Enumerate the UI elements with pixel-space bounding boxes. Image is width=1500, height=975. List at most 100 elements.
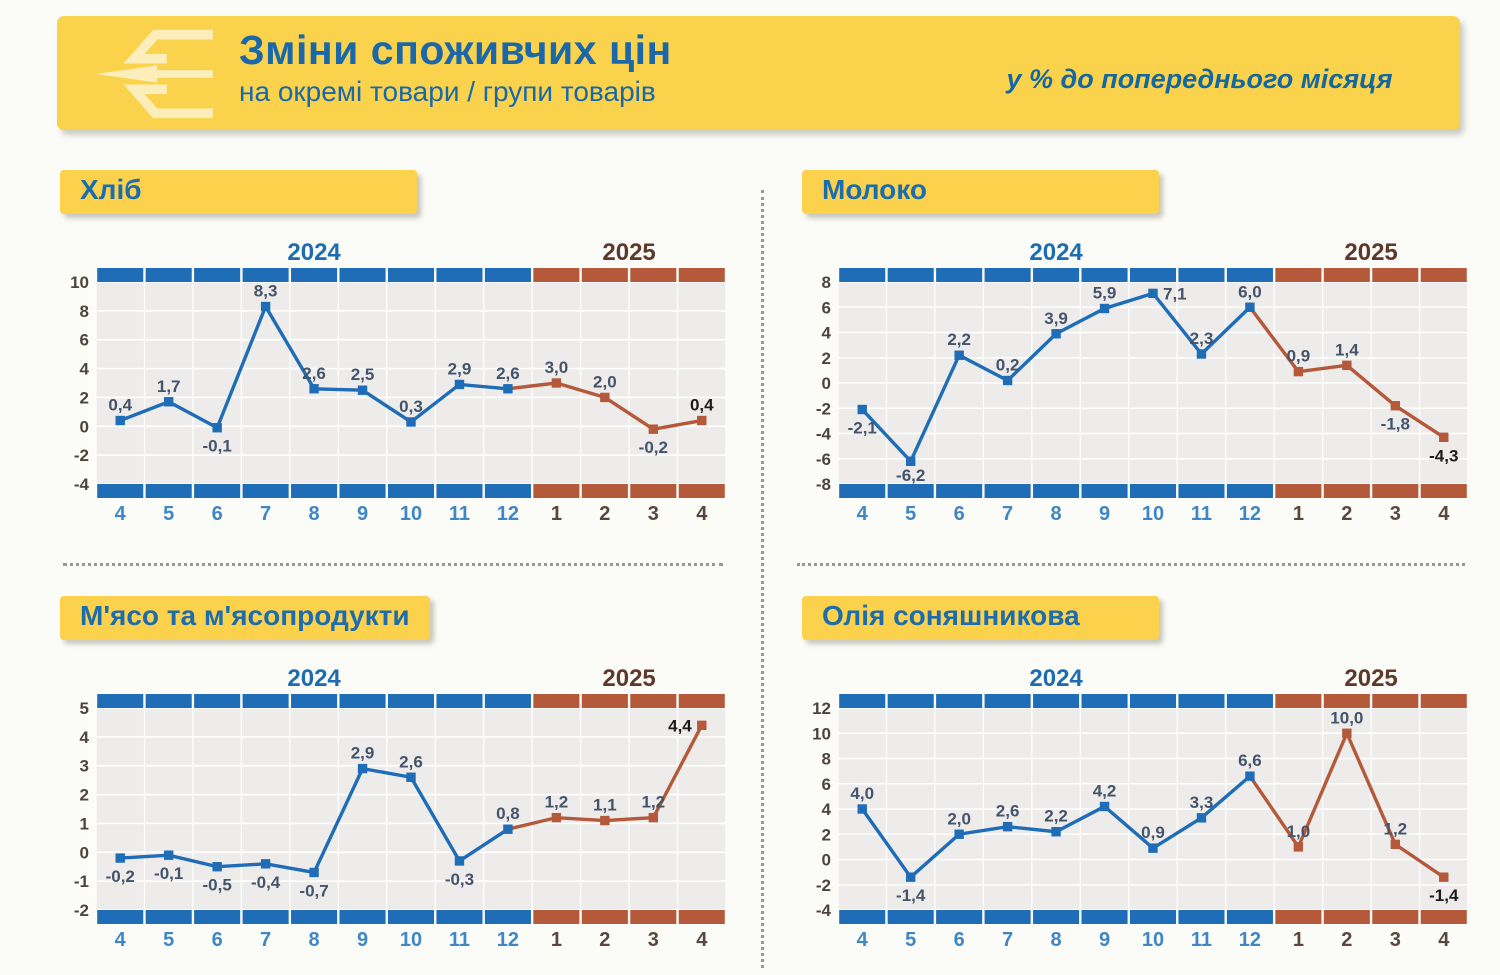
data-labels: 0,4 1,7 -0,1 8,3 2,6 2,5 0,3 2,9 2,6 3,0 2,0 -0,2 0,…	[108, 282, 714, 458]
chart-title-box: Хліб	[60, 170, 417, 214]
svg-text:1,2: 1,2	[545, 793, 569, 812]
svg-text:-1,4: -1,4	[1429, 886, 1459, 905]
top-strip	[839, 694, 1467, 708]
x-axis-labels: 4 5 6 7 8 9 10 11 12 1 2 3 4	[115, 503, 709, 525]
unit-note: у % до попереднього місяця	[1006, 64, 1393, 94]
chart-title-box: Олія соняшникова	[802, 596, 1159, 640]
year-labels: 2024 2025	[287, 665, 655, 692]
svg-text:10: 10	[1142, 929, 1164, 951]
svg-text:-0,2: -0,2	[106, 867, 135, 886]
plot-area	[96, 708, 726, 910]
svg-text:12: 12	[497, 929, 519, 951]
svg-text:-2: -2	[816, 399, 831, 418]
svg-text:8: 8	[1051, 929, 1062, 951]
svg-text:-2,1: -2,1	[848, 419, 877, 438]
svg-text:6: 6	[212, 503, 223, 525]
bottom-strip	[97, 910, 725, 924]
svg-text:0,4: 0,4	[108, 396, 132, 415]
chart-title: Молоко	[822, 174, 927, 205]
svg-text:4,2: 4,2	[1093, 781, 1117, 800]
chart-title: Хліб	[80, 174, 142, 205]
svg-text:2: 2	[822, 825, 831, 844]
svg-text:7: 7	[1002, 503, 1013, 525]
svg-text:-6: -6	[816, 450, 831, 469]
svg-text:2: 2	[599, 929, 610, 951]
svg-text:-1,8: -1,8	[1381, 415, 1410, 434]
svg-text:4: 4	[80, 360, 90, 379]
svg-text:6: 6	[954, 503, 965, 525]
svg-text:1: 1	[1293, 503, 1304, 525]
data-markers	[115, 301, 707, 434]
svg-text:8: 8	[822, 750, 831, 769]
svg-text:7: 7	[260, 929, 271, 951]
chart-title: Олія соняшникова	[822, 600, 1080, 631]
chart-bread: Хліб 2024 2025 10 8 6 4 2 0 -2 -4 0,4 1,7 -0,1 8,3 2,6…	[60, 170, 730, 537]
svg-text:0,3: 0,3	[399, 397, 423, 416]
svg-text:0,9: 0,9	[1141, 823, 1165, 842]
svg-text:1,1: 1,1	[593, 796, 617, 815]
svg-text:8: 8	[309, 929, 320, 951]
svg-text:0,8: 0,8	[496, 804, 520, 823]
vertical-divider	[761, 190, 764, 968]
svg-text:2,9: 2,9	[351, 744, 375, 763]
page-subtitle: на окремі товари / групи товарів	[239, 76, 656, 108]
svg-text:2,6: 2,6	[996, 802, 1020, 821]
top-strip	[839, 268, 1467, 282]
svg-text:0: 0	[80, 843, 89, 862]
y-axis-labels: 5 4 3 2 1 0 -1 -2	[74, 699, 90, 920]
svg-text:2024: 2024	[1029, 665, 1083, 692]
chart-title-box: М'ясо та м'ясопродукти	[60, 596, 430, 640]
x-axis-labels: 4 5 6 7 8 9 10 11 12 1 2 3 4	[857, 503, 1451, 525]
bottom-strip	[839, 910, 1467, 924]
svg-text:2025: 2025	[602, 239, 655, 266]
horizontal-divider-left	[63, 563, 723, 566]
svg-text:3: 3	[648, 503, 659, 525]
svg-text:2: 2	[599, 503, 610, 525]
ukrstat-logo-icon	[95, 29, 213, 119]
svg-text:5: 5	[163, 503, 174, 525]
svg-text:4: 4	[857, 503, 869, 525]
svg-text:2024: 2024	[287, 239, 341, 266]
svg-text:-0,1: -0,1	[154, 864, 183, 883]
svg-text:12: 12	[1239, 929, 1261, 951]
svg-text:11: 11	[1191, 503, 1212, 525]
svg-text:2: 2	[822, 349, 831, 368]
svg-text:4: 4	[857, 929, 869, 951]
svg-text:2: 2	[1341, 503, 1352, 525]
svg-text:-6,2: -6,2	[896, 466, 925, 485]
svg-text:4: 4	[115, 503, 127, 525]
svg-text:8: 8	[80, 302, 89, 321]
chart-canvas: 2024 2025 12 10 8 6 4 2 0 -2 -4 4,0 -1,4 2,0 2,6 2,2 4,2…	[802, 664, 1472, 963]
svg-text:6: 6	[822, 298, 831, 317]
svg-text:11: 11	[1191, 929, 1212, 951]
svg-text:5,9: 5,9	[1093, 284, 1117, 303]
x-axis-labels: 4 5 6 7 8 9 10 11 12 1 2 3 4	[115, 929, 709, 951]
header-titles: Зміни споживчих цін на окремі товари / г…	[239, 26, 672, 109]
svg-text:6: 6	[212, 929, 223, 951]
svg-text:1,4: 1,4	[1335, 340, 1359, 359]
year-labels: 2024 2025	[1029, 239, 1397, 266]
svg-text:2025: 2025	[1344, 665, 1397, 692]
data-labels: -0,2 -0,1 -0,5 -0,4 -0,7 2,9 2,6 -0,3 0,8 1,2 1,1 1…	[106, 716, 693, 900]
svg-text:0,9: 0,9	[1287, 347, 1311, 366]
svg-text:1,2: 1,2	[641, 793, 665, 812]
data-markers	[115, 720, 707, 878]
svg-text:3: 3	[80, 757, 89, 776]
svg-text:4,0: 4,0	[850, 784, 874, 803]
svg-text:3: 3	[1390, 929, 1401, 951]
svg-text:1,2: 1,2	[1383, 819, 1407, 838]
svg-text:9: 9	[1099, 929, 1110, 951]
svg-text:2,3: 2,3	[1190, 329, 1214, 348]
svg-text:0: 0	[80, 417, 89, 436]
svg-text:2,2: 2,2	[1044, 807, 1068, 826]
chart-meat: М'ясо та м'ясопродукти 2024 2025 5 4 3 2 1 0 -1-…	[60, 596, 730, 963]
svg-text:9: 9	[1099, 503, 1110, 525]
svg-text:10: 10	[400, 503, 422, 525]
svg-text:8: 8	[822, 273, 831, 292]
year-labels: 2024 2025	[287, 239, 655, 266]
svg-text:4: 4	[696, 503, 708, 525]
svg-text:-4: -4	[74, 475, 90, 494]
svg-text:-4: -4	[816, 425, 832, 444]
svg-text:2024: 2024	[287, 665, 341, 692]
y-axis-labels: 8 6 4 2 0 -2 -4 -6 -8	[816, 273, 832, 494]
